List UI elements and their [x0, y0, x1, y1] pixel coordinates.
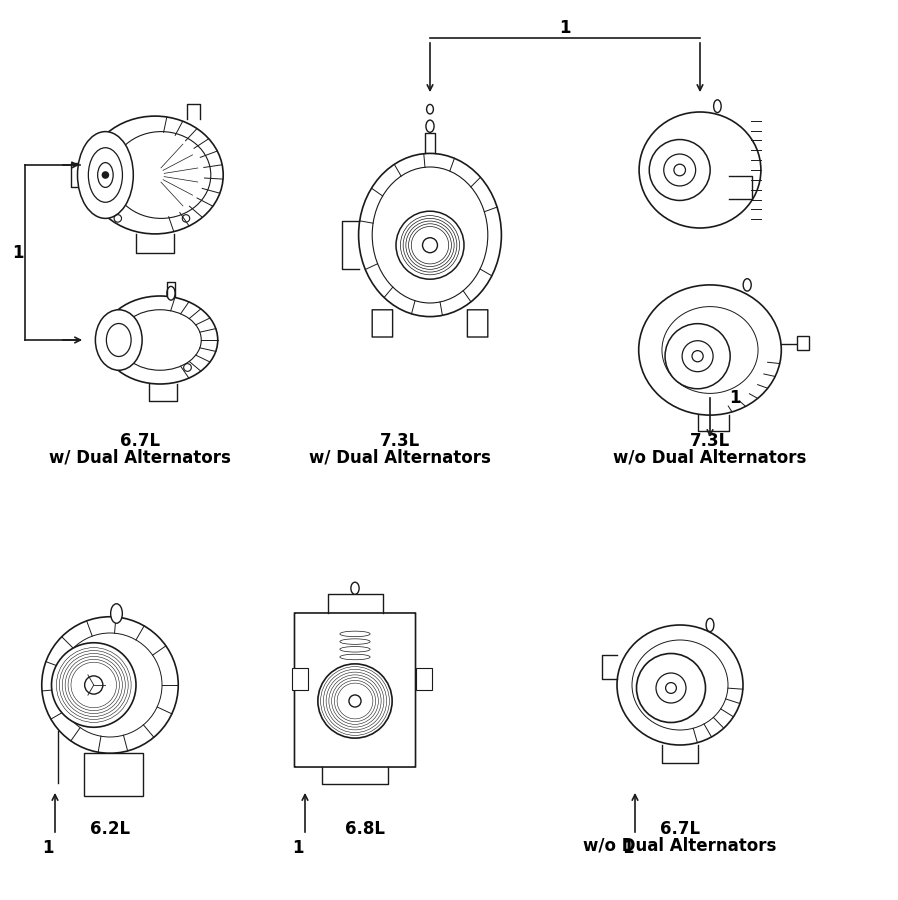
Ellipse shape — [318, 664, 392, 738]
Text: 7.3L: 7.3L — [690, 432, 730, 450]
Text: 6.8L: 6.8L — [345, 820, 385, 838]
Ellipse shape — [51, 643, 136, 727]
Ellipse shape — [656, 673, 686, 703]
Ellipse shape — [106, 323, 131, 356]
Ellipse shape — [637, 653, 706, 723]
Text: w/ Dual Alternators: w/ Dual Alternators — [49, 448, 231, 466]
Text: w/o Dual Alternators: w/o Dual Alternators — [613, 448, 806, 466]
Ellipse shape — [714, 100, 721, 112]
Ellipse shape — [77, 131, 133, 219]
Ellipse shape — [423, 238, 437, 253]
Ellipse shape — [351, 582, 359, 594]
Ellipse shape — [426, 120, 434, 132]
Bar — [292, 668, 308, 690]
Text: w/ Dual Alternators: w/ Dual Alternators — [309, 448, 491, 466]
Ellipse shape — [110, 604, 122, 623]
Ellipse shape — [167, 286, 175, 300]
Ellipse shape — [88, 148, 122, 202]
Bar — [84, 753, 143, 796]
Ellipse shape — [98, 163, 113, 187]
Ellipse shape — [744, 279, 752, 291]
Text: 1: 1 — [13, 244, 23, 262]
Ellipse shape — [427, 104, 434, 114]
Text: 6.2L: 6.2L — [90, 820, 130, 838]
Text: 1: 1 — [559, 19, 571, 37]
Bar — [416, 668, 432, 690]
Ellipse shape — [665, 682, 676, 693]
Text: 1: 1 — [42, 839, 54, 857]
Text: 1: 1 — [622, 839, 634, 857]
Text: 6.7L: 6.7L — [660, 820, 700, 838]
Ellipse shape — [95, 310, 142, 370]
Text: 7.3L: 7.3L — [380, 432, 420, 450]
Text: 6.7L: 6.7L — [120, 432, 160, 450]
Ellipse shape — [674, 164, 685, 176]
Ellipse shape — [349, 695, 361, 707]
Ellipse shape — [84, 676, 103, 694]
Ellipse shape — [692, 351, 703, 362]
Ellipse shape — [664, 154, 696, 186]
Ellipse shape — [665, 324, 730, 389]
FancyBboxPatch shape — [295, 613, 416, 767]
Ellipse shape — [396, 212, 464, 279]
Text: 1: 1 — [292, 839, 304, 857]
Bar — [797, 337, 809, 350]
Circle shape — [102, 172, 109, 178]
Text: w/o Dual Alternators: w/o Dual Alternators — [584, 836, 777, 854]
Ellipse shape — [706, 618, 714, 632]
Text: 1: 1 — [729, 389, 741, 407]
Ellipse shape — [649, 140, 710, 201]
Ellipse shape — [682, 341, 713, 372]
